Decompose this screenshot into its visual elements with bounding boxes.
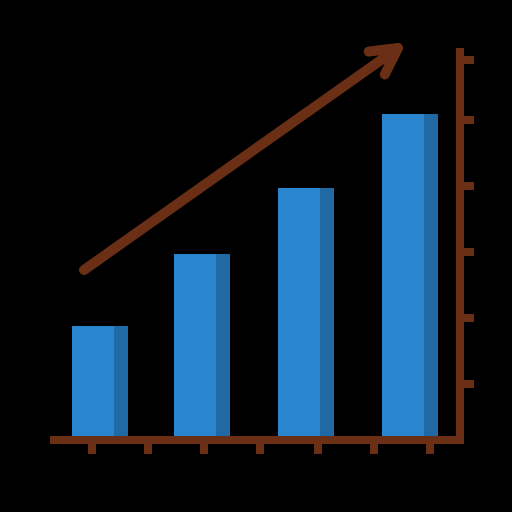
bar-1-side — [114, 326, 128, 436]
bar-2-side — [216, 254, 230, 436]
bar-3-side — [320, 188, 334, 436]
trend-arrow — [84, 48, 398, 270]
bar-3 — [278, 188, 320, 436]
bar-4 — [382, 114, 424, 436]
bars-group — [72, 114, 438, 436]
bar-4-side — [424, 114, 438, 436]
arrow-head-right — [369, 48, 398, 52]
arrow-shaft — [84, 48, 398, 270]
growth-bar-chart-icon — [0, 0, 512, 512]
bar-1 — [72, 326, 114, 436]
bar-2 — [174, 254, 216, 436]
